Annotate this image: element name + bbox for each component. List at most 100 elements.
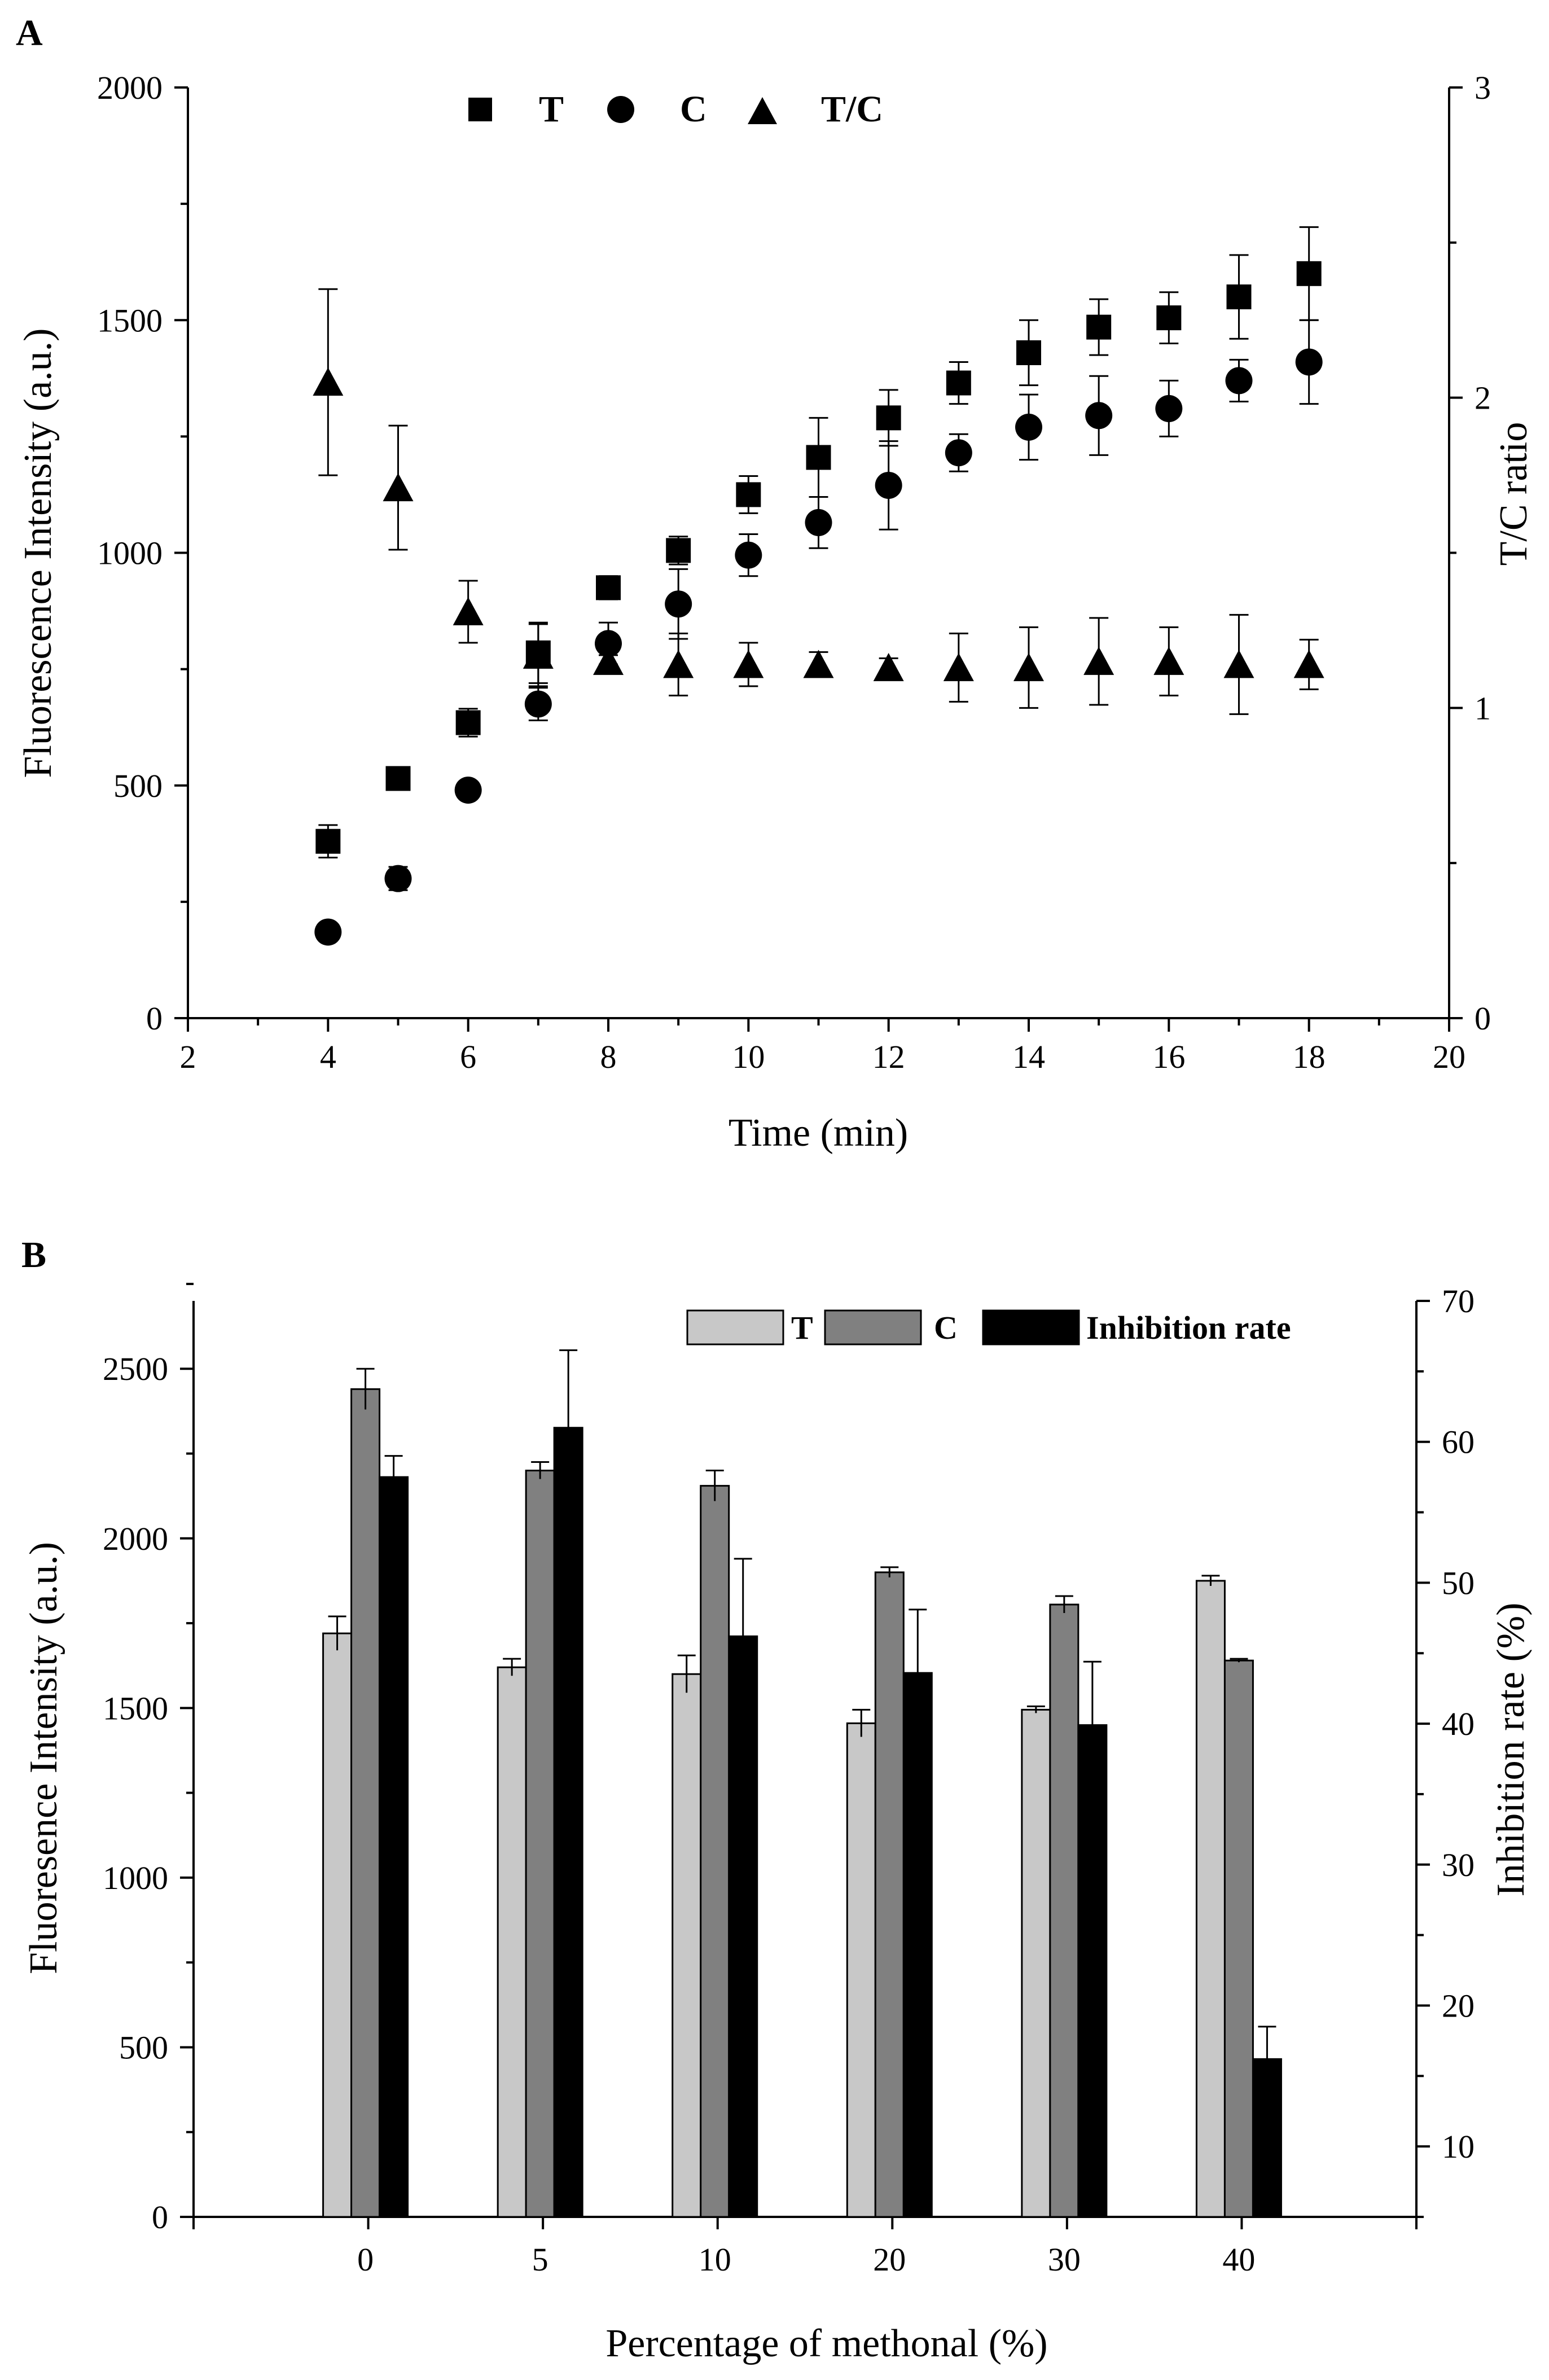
data-point-t [1086,314,1112,340]
y-tick-label: 1500 [97,302,163,339]
data-point-t [1156,305,1182,331]
data-point-t [946,370,971,396]
y2-tick-label: 70 [1442,1283,1475,1320]
y2-tick-label: 30 [1442,1847,1475,1883]
x-tick-label: 6 [460,1038,476,1075]
legend-tc-triangle-icon [748,97,777,124]
y-tick-label: 2500 [103,1351,168,1387]
y-tick-label: 1000 [103,1860,168,1896]
panel-a-y-axis-title: Fluorescence Intensity (a.u.) [16,328,60,778]
bar-inhibition-rate [902,1672,933,2218]
bar-c [525,1470,555,2218]
bar-c [1223,1659,1254,2218]
panel-b-label: B [21,1234,46,1276]
y2-tick-label: 2 [1475,380,1491,417]
data-point-tc [453,597,484,625]
data-point-tc [1083,646,1114,675]
bar-t [846,1722,876,2218]
data-point-t [385,766,411,791]
data-point-t [666,538,691,563]
data-point-c [384,865,412,892]
data-point-tc [733,650,764,678]
y2-tick-label: 40 [1442,1706,1475,1742]
legend-tc-label: T/C [821,89,883,130]
data-point-c [1015,413,1042,441]
data-point-tc [383,473,414,502]
bar-t [1021,1708,1051,2218]
data-point-tc [803,650,834,678]
panel-a-legend: T C T/C [468,89,883,130]
panel-a-markers [313,261,1324,946]
y2-tick-label: 10 [1442,2128,1475,2165]
legend-c-swatch [824,1309,922,1345]
legend-inhibition-swatch [982,1309,1080,1345]
data-point-c [595,630,622,658]
x-category-label: 20 [873,2241,906,2278]
data-point-c [1225,367,1253,395]
data-point-tc [1153,646,1184,675]
data-point-tc [593,646,624,675]
data-point-t [455,710,481,735]
x-tick-label: 10 [732,1038,765,1075]
bar-c [700,1485,730,2218]
x-tick-label: 8 [600,1038,617,1075]
legend-t-label-b: T [791,1309,813,1346]
data-point-tc [1223,650,1254,678]
bar-c [874,1571,905,2218]
panel-b-error-bars [328,1349,1276,2092]
data-point-t [315,829,341,854]
legend-inhibition-label: Inhibition rate [1086,1309,1291,1346]
y-tick-label: 2000 [97,69,163,106]
data-point-tc [943,652,974,681]
data-point-t [736,482,761,507]
bar-inhibition-rate [728,1635,758,2218]
x-category-label: 40 [1222,2241,1255,2278]
legend-c-label: C [680,89,707,130]
x-category-label: 30 [1048,2241,1081,2278]
bar-inhibition-rate [553,1427,583,2218]
data-point-t [1296,261,1322,286]
y-tick-label: 1500 [103,1690,168,1726]
data-point-c [735,541,762,569]
data-point-tc [1013,652,1044,681]
y-tick-label: 500 [113,768,163,804]
data-point-tc [873,652,904,681]
data-point-c [1295,348,1323,376]
legend-t-square-icon [468,98,492,121]
bar-t [1195,1580,1226,2218]
bar-t [322,1632,353,2218]
x-tick-label: 16 [1152,1038,1185,1075]
panel-b-legend: T C Inhibition rate [686,1309,1291,1346]
panel-b: B 0 5 10 20 30 40 0 500 1000 1500 2000 2500 10 20 30 40… [21,1234,1533,2365]
data-point-c [314,918,342,946]
panel-a-error-bars [318,226,1319,940]
panel-b-y-axis-title: Fluoresence Intensity (a.u.) [22,1542,65,1974]
y2-tick-label: 20 [1442,1987,1475,2024]
x-category-label: 10 [699,2241,731,2278]
data-point-c [875,471,902,499]
data-point-tc [313,367,344,396]
legend-t-swatch [686,1309,784,1345]
x-tick-label: 18 [1293,1038,1326,1075]
data-point-c [454,776,482,804]
bar-t [497,1666,527,2218]
x-tick-label: 2 [180,1038,196,1075]
x-tick-label: 14 [1012,1038,1045,1075]
data-point-tc [1293,650,1324,678]
data-point-c [665,590,692,618]
panel-a-label: A [16,12,43,54]
data-point-c [524,690,552,718]
panel-b-y2-axis-title: Inhibition rate (%) [1489,1603,1533,1897]
y2-tick-label: 1 [1475,690,1491,726]
y2-tick-label: 0 [1475,1000,1491,1037]
x-tick-label: 12 [872,1038,905,1075]
panel-a-x-axis-title: Time (min) [729,1111,908,1155]
y-tick-label: 2000 [103,1520,168,1557]
bar-inhibition-rate [1077,1724,1108,2218]
y2-tick-label: 3 [1475,69,1491,106]
panel-b-x-axis-title: Percentage of methonal (%) [605,2322,1047,2365]
y-tick-label: 500 [119,2029,168,2066]
x-category-label: 0 [357,2241,374,2278]
